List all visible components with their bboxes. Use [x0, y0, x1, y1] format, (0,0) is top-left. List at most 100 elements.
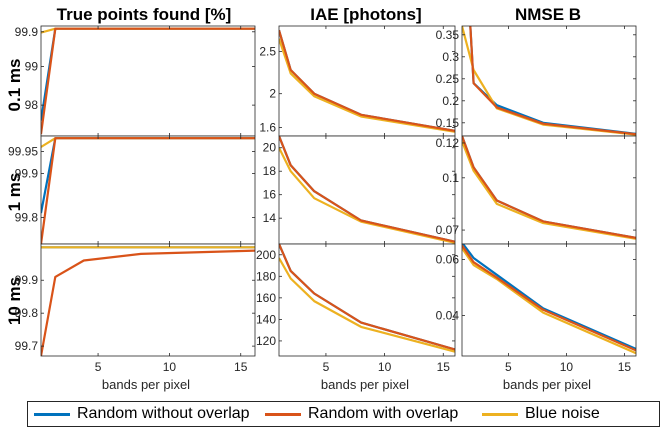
y-tick-label: 0.07 [436, 223, 460, 237]
series-lines [462, 244, 636, 355]
y-tick-label: 20 [263, 141, 277, 155]
series-line-blue-noise [462, 140, 636, 240]
panel-r1-c3: 0.15 0.2 0.25 0.3 0.35 [436, 25, 637, 137]
y-tick-label: 99 [25, 60, 39, 74]
y-tick-label: 140 [256, 312, 276, 326]
row-titles: 0.1 ms 1 ms 10 ms [5, 59, 24, 326]
y-tick-label: 0.2 [442, 94, 459, 108]
y-tick-label: 120 [256, 334, 276, 348]
y-tick-label: 99.8 [15, 211, 39, 225]
legend: Random without overlap Random with overl… [27, 401, 660, 427]
row-title-0.1ms: 0.1 ms [5, 59, 24, 112]
series-lines [279, 29, 455, 133]
y-tick-label: 99.9 [15, 25, 39, 39]
axes-background [462, 26, 636, 136]
y-tick-label: 0.3 [442, 50, 459, 64]
axes-background [41, 136, 255, 244]
y-tick-label: 99.8 [15, 306, 39, 320]
legend-line-orange [265, 412, 301, 416]
series-lines [41, 137, 255, 244]
y-tick-label: 2 [269, 87, 276, 101]
column-titles: True points found [%] IAE [photons] NMSE… [57, 5, 581, 24]
y-tick-label: 0.06 [436, 252, 460, 266]
axes-box [40, 243, 256, 357]
panel-r2-c1: 99.8 99.9 99.95 [8, 135, 256, 245]
legend-line-yellow [482, 412, 518, 416]
panel-r3-c1: 99.7 99.8 99.9 5 10 15 [15, 243, 256, 374]
legend-line-blue [34, 412, 70, 416]
y-tick-label: 98 [25, 98, 39, 112]
row-title-10ms: 10 ms [5, 277, 24, 325]
row-title-1ms: 1 ms [5, 173, 24, 212]
y-tick-label: 99.95 [8, 144, 38, 158]
panel-r1-c1: 98 99 99.9 [15, 25, 256, 137]
legend-item-random-with-overlap: Random with overlap [265, 402, 458, 426]
series-line-random-without-overlap [462, 244, 636, 351]
y-tick-label: 160 [256, 291, 276, 305]
x-axis-label-col1: bands per pixel [102, 377, 190, 392]
column-title-nmse: NMSE B [515, 5, 581, 24]
x-axis-label-col2: bands per pixel [321, 377, 409, 392]
y-tick-label: 0.04 [436, 308, 460, 322]
panels: 989999.91.622.50.150.20.250.30.3599.899.… [8, 25, 637, 374]
x-tick-label: 15 [618, 360, 632, 374]
panel-r1-c2: 1.6 2 2.5 [259, 25, 456, 137]
panel-r3-c3: 0.04 0.06 5 10 15 [436, 243, 637, 374]
series-line-blue-noise [462, 247, 636, 355]
x-tick-label: 15 [437, 360, 451, 374]
legend-item-blue-noise: Blue noise [482, 402, 600, 426]
series-line-blue-noise [279, 257, 455, 353]
axes-box [278, 243, 456, 357]
axes-background [279, 244, 455, 356]
legend-label: Blue noise [525, 405, 600, 422]
axes-background [279, 136, 455, 244]
panel-r3-c2: 120 140 160 180 200 5 10 15 [256, 243, 456, 374]
series-line-random-with-overlap [462, 136, 636, 239]
series-lines [279, 244, 455, 353]
y-tick-label: 99.7 [15, 339, 39, 353]
y-tick-label: 0.25 [436, 72, 460, 86]
y-tick-label: 18 [263, 164, 277, 178]
series-line-random-with-overlap [41, 249, 255, 356]
y-tick-label: 14 [263, 211, 277, 225]
legend-label: Random with overlap [308, 405, 459, 422]
y-tick-label: 200 [256, 248, 276, 262]
x-tick-label: 5 [323, 360, 330, 374]
axes-background [462, 136, 636, 244]
series-line-random-with-overlap [279, 244, 455, 351]
column-title-iae: IAE [photons] [310, 5, 421, 24]
panel-r2-c2: 14 16 18 20 [263, 135, 456, 245]
y-tick-label: 16 [263, 188, 277, 202]
x-tick-label: 5 [505, 360, 512, 374]
x-tick-label: 10 [163, 360, 177, 374]
axes-box [461, 243, 637, 357]
y-tick-label: 0.15 [436, 116, 460, 130]
column-title-true-points: True points found [%] [57, 5, 232, 24]
y-tick-label: 180 [256, 269, 276, 283]
series-lines [41, 246, 255, 356]
series-line-random-with-overlap [462, 244, 636, 352]
series-line-blue-noise [279, 147, 455, 244]
series-lines [462, 136, 636, 240]
series-lines [279, 136, 455, 244]
y-tick-label: 1.6 [259, 121, 276, 135]
axes-background [279, 26, 455, 136]
y-tick-label: 2.5 [259, 44, 276, 58]
y-tick-label: 99.9 [15, 166, 39, 180]
y-tick-label: 0.12 [436, 136, 460, 150]
y-tick-label: 0.35 [436, 28, 460, 42]
series-line-random-with-overlap [41, 137, 255, 244]
axes-background [41, 26, 255, 136]
y-tick-label: 0.1 [442, 171, 459, 185]
x-tick-label: 10 [378, 360, 392, 374]
legend-label: Random without overlap [77, 405, 250, 422]
series-line-random-with-overlap [279, 29, 455, 132]
series-line-random-with-overlap [41, 27, 255, 135]
legend-item-random-without-overlap: Random without overlap [34, 402, 250, 426]
series-line-random-with-overlap [469, 26, 636, 136]
panel-r2-c3: 0.07 0.1 0.12 [436, 135, 637, 245]
x-tick-label: 5 [95, 360, 102, 374]
x-tick-label: 10 [560, 360, 574, 374]
series-line-random-with-overlap [279, 136, 455, 243]
